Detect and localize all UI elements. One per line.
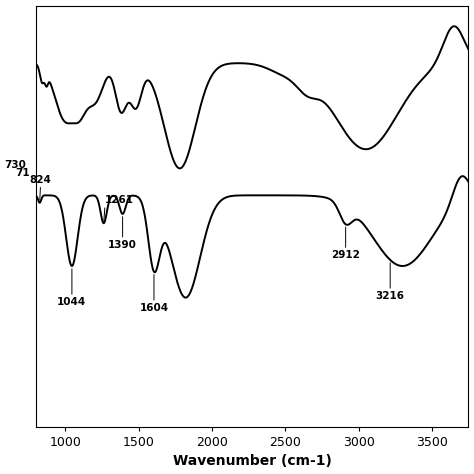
Text: 3216: 3216 — [376, 291, 405, 301]
Text: 1261: 1261 — [105, 195, 134, 205]
Text: 2912: 2912 — [331, 250, 360, 260]
X-axis label: Wavenumber (cm-1): Wavenumber (cm-1) — [173, 455, 332, 468]
Text: 1604: 1604 — [139, 303, 169, 313]
Text: 1044: 1044 — [57, 297, 87, 307]
Text: 71: 71 — [15, 168, 30, 178]
Text: 1390: 1390 — [108, 240, 137, 250]
Text: 730: 730 — [4, 160, 26, 170]
Text: 824: 824 — [29, 175, 52, 185]
